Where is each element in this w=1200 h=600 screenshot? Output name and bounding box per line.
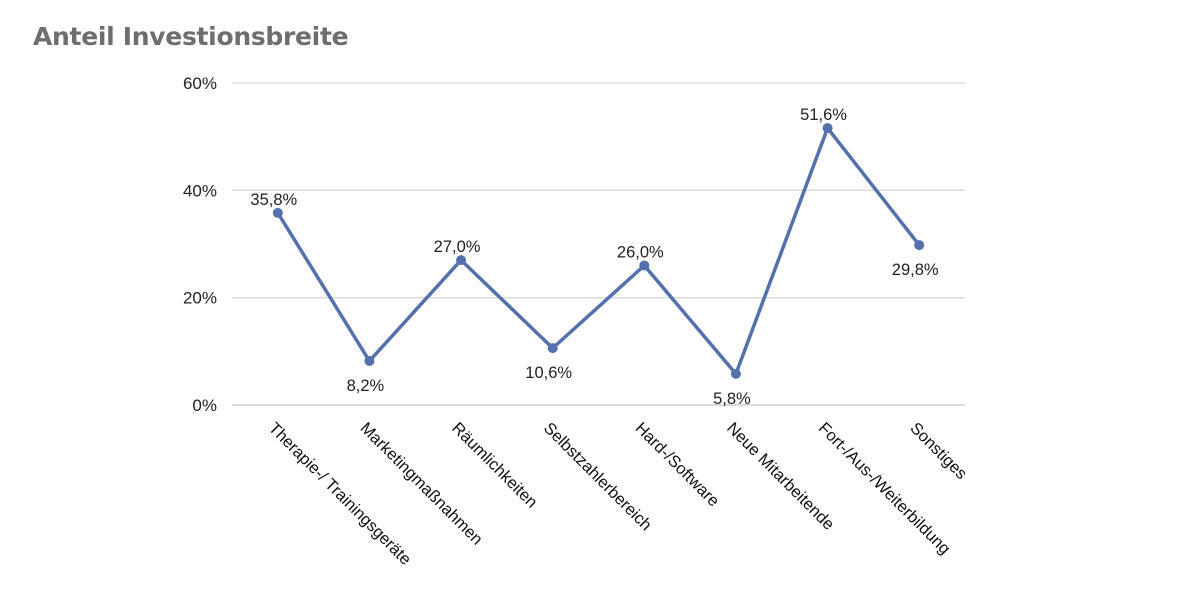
y-tick-label: 60% [183, 74, 217, 93]
data-point [272, 207, 283, 218]
data-labels: 35,8% 8,2% 27,0% 10,6% 26,0% 5,8% 51,6% 29,8% [250, 106, 938, 408]
x-tick-label: Sonstiges [906, 419, 970, 483]
y-tick-label: 0% [192, 396, 217, 415]
data-point [547, 343, 558, 354]
series-line [276, 126, 921, 376]
data-label: 51,6% [800, 106, 847, 124]
x-tick-label: Räumlichkeiten [448, 419, 540, 511]
data-label: 5,8% [713, 390, 751, 408]
data-point [730, 368, 741, 379]
data-label: 27,0% [434, 238, 481, 256]
data-point [639, 260, 650, 271]
data-point [364, 355, 375, 366]
data-points [272, 123, 925, 379]
data-label: 35,8% [250, 191, 297, 209]
x-tick-label: Hard-/Software [631, 419, 722, 510]
data-label: 29,8% [892, 261, 939, 279]
data-label: 8,2% [347, 377, 385, 395]
gridlines [232, 82, 965, 406]
y-tick-label: 40% [183, 181, 217, 200]
data-label: 10,6% [525, 364, 572, 382]
chart-title: Anteil Investionsbreite [33, 22, 349, 51]
data-point [456, 255, 467, 266]
x-axis: Therapie-/ TrainingsgeräteMarketingmaßna… [265, 419, 970, 569]
data-point [914, 240, 925, 251]
data-label: 26,0% [617, 243, 664, 261]
series-line-path [276, 126, 921, 376]
data-point [822, 123, 833, 134]
y-tick-label: 20% [183, 289, 217, 308]
y-axis: 0% 20% 40% 60% [183, 74, 217, 415]
